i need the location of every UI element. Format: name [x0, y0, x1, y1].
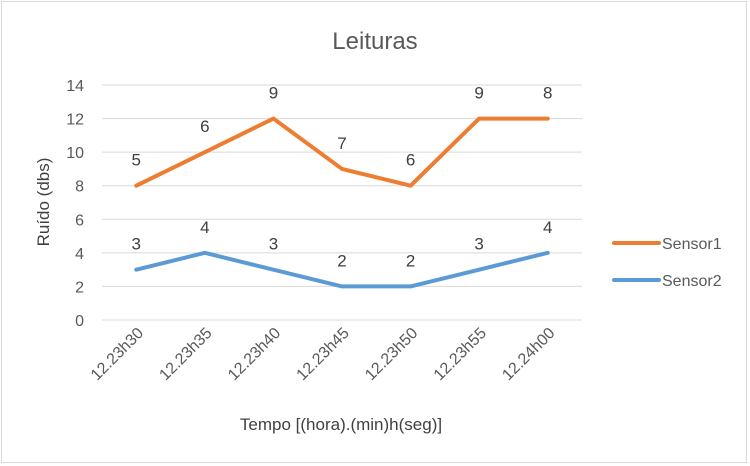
- data-labels: 5 6 9 7 6 9 8 3 4 3 2 2 3 4: [132, 84, 553, 271]
- x-tick-label: 12.23h55: [431, 325, 490, 384]
- series-line-sensor2: [134, 250, 550, 289]
- y-axis-tick-labels: 0 2 4 6 8 10 12 14: [66, 78, 84, 330]
- x-tick-label: 12.24h00: [499, 325, 558, 384]
- x-tick-label: 12.23h45: [294, 325, 353, 384]
- y-tick-label: 0: [75, 313, 84, 330]
- y-tick-label: 12: [66, 112, 84, 129]
- y-axis-title: Ruído (dbs): [34, 158, 53, 247]
- data-label-sensor1: 6: [406, 151, 415, 170]
- data-label-sensor1: 9: [474, 84, 483, 103]
- data-label-sensor1: 7: [337, 134, 346, 153]
- data-label-sensor2: 2: [406, 251, 415, 270]
- data-label-sensor2: 4: [543, 218, 552, 237]
- legend-label-sensor1: Sensor1: [662, 236, 722, 253]
- data-label-sensor1: 9: [269, 84, 278, 103]
- legend-label-sensor2: Sensor2: [662, 273, 722, 290]
- x-axis-title: Tempo [(hora).(min)h(seg)]: [240, 415, 442, 434]
- data-label-sensor2: 3: [132, 235, 141, 254]
- x-axis-tick-labels: 12.23h30 12.23h35 12.23h40 12.23h45 12.23h50…: [88, 325, 559, 384]
- y-tick-label: 2: [75, 279, 84, 296]
- y-tick-label: 14: [66, 78, 84, 95]
- x-tick-label: 12.23h40: [225, 325, 284, 384]
- data-label-sensor1: 5: [132, 151, 141, 170]
- data-label-sensor2: 4: [200, 218, 209, 237]
- chart-title: Leituras: [332, 28, 417, 55]
- series-line-sensor1: [134, 116, 550, 188]
- data-label-sensor1: 6: [200, 117, 209, 136]
- data-label-sensor2: 3: [269, 235, 278, 254]
- y-tick-label: 8: [75, 179, 84, 196]
- data-label-sensor2: 3: [474, 235, 483, 254]
- x-tick-label: 12.23h35: [156, 325, 215, 384]
- y-tick-label: 10: [66, 145, 84, 162]
- series-lines: [134, 116, 550, 289]
- x-tick-label: 12.23h50: [362, 325, 421, 384]
- y-tick-label: 4: [75, 246, 84, 263]
- legend: Sensor1 Sensor2: [612, 236, 722, 290]
- x-tick-label: 12.23h30: [88, 325, 147, 384]
- data-label-sensor2: 2: [337, 251, 346, 270]
- y-tick-label: 6: [75, 212, 84, 229]
- data-label-sensor1: 8: [543, 84, 552, 103]
